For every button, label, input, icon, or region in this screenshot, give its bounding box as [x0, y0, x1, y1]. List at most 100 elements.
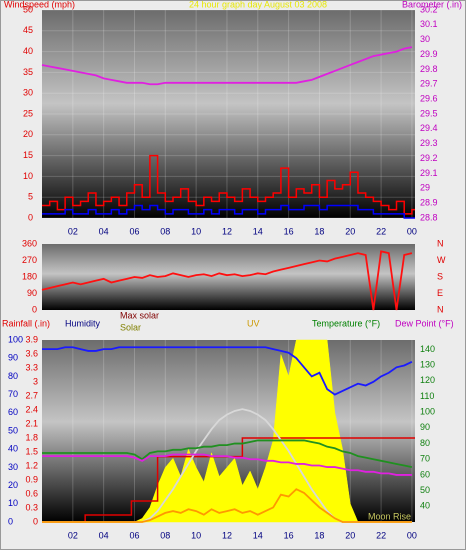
x-tick-label: 04 — [99, 530, 109, 540]
plot-area — [42, 10, 415, 218]
y-tick-label: 20 — [8, 480, 18, 490]
y2-tick-label: 29.2 — [420, 153, 438, 163]
y-tick-label: 360 — [22, 238, 37, 248]
x-tick-label: 12 — [222, 530, 232, 540]
y-tick-label: 40 — [23, 46, 33, 56]
y2-tick-label: S — [437, 271, 443, 281]
series-line — [41, 46, 413, 86]
y2-axis-label: Barometer (.in) — [402, 0, 462, 9]
legend-label: Solar — [120, 322, 141, 332]
y2-tick-label: 50 — [420, 485, 430, 495]
y3-tick-label: 1.8 — [25, 432, 38, 442]
y-tick-label: 80 — [8, 371, 18, 381]
series-line — [42, 154, 415, 215]
y3-tick-label: 3.3 — [25, 362, 38, 372]
x-tick-label: 18 — [314, 226, 324, 236]
y-tick-label: 0 — [28, 212, 33, 222]
y3-tick-label: 0 — [33, 516, 38, 526]
x-tick-label: 10 — [191, 530, 201, 540]
y2-tick-label: 29.5 — [420, 108, 438, 118]
y3-tick-label: 3.9 — [25, 334, 38, 344]
y3-tick-label: 3.6 — [25, 348, 38, 358]
series-line — [41, 250, 413, 311]
x-tick-label: 22 — [376, 226, 386, 236]
y2-tick-label: 29.3 — [420, 138, 438, 148]
legend-label: Max solar — [120, 310, 159, 320]
y2-tick-label: 29.9 — [420, 49, 438, 59]
y2-tick-label: 30.1 — [420, 19, 438, 29]
x-tick-label: 00 — [407, 226, 417, 236]
y2-tick-label: 28.8 — [420, 212, 438, 222]
y-tick-label: 45 — [23, 25, 33, 35]
y2-tick-label: N — [437, 304, 444, 314]
y3-tick-label: 0.9 — [25, 474, 38, 484]
legend-label: Rainfall (.in) — [2, 318, 50, 328]
y-tick-label: 50 — [8, 425, 18, 435]
series-line — [42, 488, 412, 523]
y-axis-label: Windspeed (mph) — [4, 0, 75, 9]
legend-label: Dew Point (°F) — [395, 318, 454, 328]
x-tick-label: 08 — [160, 530, 170, 540]
y2-tick-label: 29.6 — [420, 94, 438, 104]
series-line — [42, 346, 413, 396]
y-tick-label: 5 — [28, 192, 33, 202]
x-tick-label: 14 — [253, 530, 263, 540]
y-tick-label: 70 — [8, 389, 18, 399]
y2-tick-label: 29.8 — [420, 64, 438, 74]
x-tick-label: 12 — [222, 226, 232, 236]
y2-tick-label: 29.7 — [420, 79, 438, 89]
x-tick-label: 02 — [68, 530, 78, 540]
x-tick-label: 14 — [253, 226, 263, 236]
x-tick-label: 18 — [314, 530, 324, 540]
legend-label: Temperature (°F) — [312, 318, 380, 328]
x-tick-label: 20 — [345, 530, 355, 540]
y-tick-label: 15 — [23, 150, 33, 160]
y3-tick-label: 0.3 — [25, 502, 38, 512]
y-tick-label: 35 — [23, 67, 33, 77]
y2-tick-label: N — [437, 238, 444, 248]
legend-label: Humidity — [65, 318, 101, 328]
y3-tick-label: 0.6 — [25, 488, 38, 498]
series-line — [42, 204, 415, 219]
y2-tick-label: 30 — [420, 34, 430, 44]
y-tick-label: 60 — [8, 407, 18, 417]
x-tick-label: 00 — [407, 530, 417, 540]
y-tick-label: 30 — [23, 88, 33, 98]
y-tick-label: 180 — [22, 271, 37, 281]
y-tick-label: 90 — [8, 353, 18, 363]
x-tick-label: 06 — [129, 530, 139, 540]
y2-tick-label: 110 — [420, 391, 434, 401]
y-tick-label: 40 — [8, 444, 18, 454]
x-tick-label: 06 — [129, 226, 139, 236]
y-tick-label: 10 — [8, 498, 18, 508]
y2-tick-label: 29 — [420, 183, 430, 193]
x-tick-label: 16 — [284, 530, 294, 540]
y3-tick-label: 2.1 — [25, 418, 38, 428]
x-tick-label: 02 — [68, 226, 78, 236]
y2-tick-label: 29.1 — [420, 168, 438, 178]
chart-title: 24 hour graph day August 03 2008 — [189, 0, 327, 9]
y-tick-label: 100 — [8, 334, 23, 344]
x-tick-label: 16 — [284, 226, 294, 236]
series-line — [42, 437, 415, 523]
x-tick-label: 08 — [160, 226, 170, 236]
y3-tick-label: 1.2 — [25, 460, 38, 470]
y3-tick-label: 2.4 — [25, 404, 38, 414]
y-tick-label: 90 — [27, 288, 37, 298]
y2-tick-label: 120 — [420, 375, 435, 385]
y-tick-label: 20 — [23, 129, 33, 139]
y2-tick-label: 40 — [420, 501, 430, 511]
y2-tick-label: 28.9 — [420, 198, 438, 208]
y-tick-label: 30 — [8, 462, 18, 472]
x-tick-label: 10 — [191, 226, 201, 236]
y-tick-label: 0 — [32, 304, 37, 314]
y-tick-label: 50 — [23, 4, 33, 14]
annotation: Moon Rise — [368, 511, 411, 521]
y2-tick-label: 29.4 — [420, 123, 438, 133]
x-tick-label: 20 — [345, 226, 355, 236]
y2-tick-label: 30.2 — [420, 4, 438, 14]
series-line — [42, 453, 412, 476]
y2-tick-label: 90 — [420, 422, 430, 432]
y2-tick-label: 80 — [420, 438, 430, 448]
